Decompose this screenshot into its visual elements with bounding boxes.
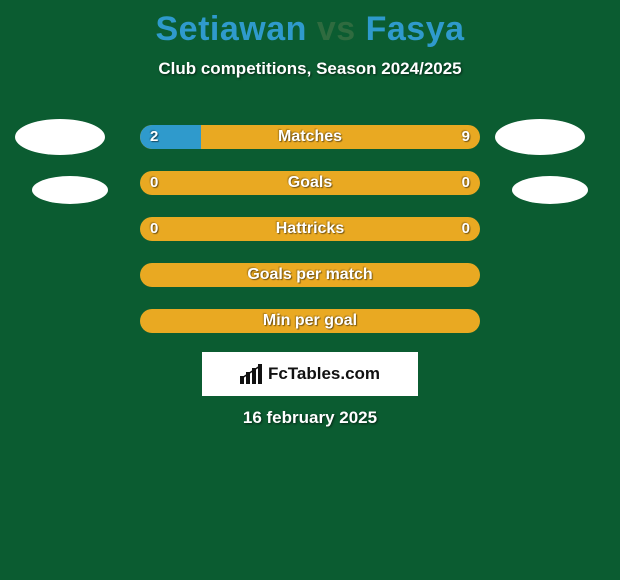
- bars-icon: [240, 364, 264, 384]
- subtitle: Club competitions, Season 2024/2025: [0, 59, 620, 79]
- stat-label: Goals: [140, 171, 480, 195]
- stat-value-left: 0: [150, 171, 158, 195]
- date-text: 16 february 2025: [0, 408, 620, 428]
- title-vs: vs: [317, 10, 356, 48]
- stat-label: Min per goal: [140, 309, 480, 333]
- stats-container: Matches29Goals00Hattricks00Goals per mat…: [140, 125, 480, 355]
- stat-label: Hattricks: [140, 217, 480, 241]
- avatar-right-2: [512, 176, 588, 204]
- stat-value-right: 0: [462, 171, 470, 195]
- stat-row: Hattricks0 0: [140, 217, 480, 241]
- title-player2: Fasya: [366, 10, 465, 48]
- stat-row: Matches2 9: [140, 125, 480, 149]
- page-title: Setiawan vs Fasya: [0, 0, 620, 49]
- infographic-root: Setiawan vs Fasya Club competitions, Sea…: [0, 0, 620, 580]
- stat-value-right: 0: [462, 217, 470, 241]
- stat-value-left: 2: [150, 125, 158, 149]
- stat-value-left: 0: [150, 217, 158, 241]
- stat-label: Matches: [140, 125, 480, 149]
- avatar-right-1: [495, 119, 585, 155]
- stat-row: Min per goal: [140, 309, 480, 333]
- branding-text: FcTables.com: [268, 364, 380, 384]
- avatar-left-1: [15, 119, 105, 155]
- avatar-left-2: [32, 176, 108, 204]
- title-player1: Setiawan: [155, 10, 306, 48]
- stat-row: Goals per match: [140, 263, 480, 287]
- stat-value-right: 9: [462, 125, 470, 149]
- stat-row: Goals0 0: [140, 171, 480, 195]
- stat-label: Goals per match: [140, 263, 480, 287]
- branding-badge: FcTables.com: [202, 352, 418, 396]
